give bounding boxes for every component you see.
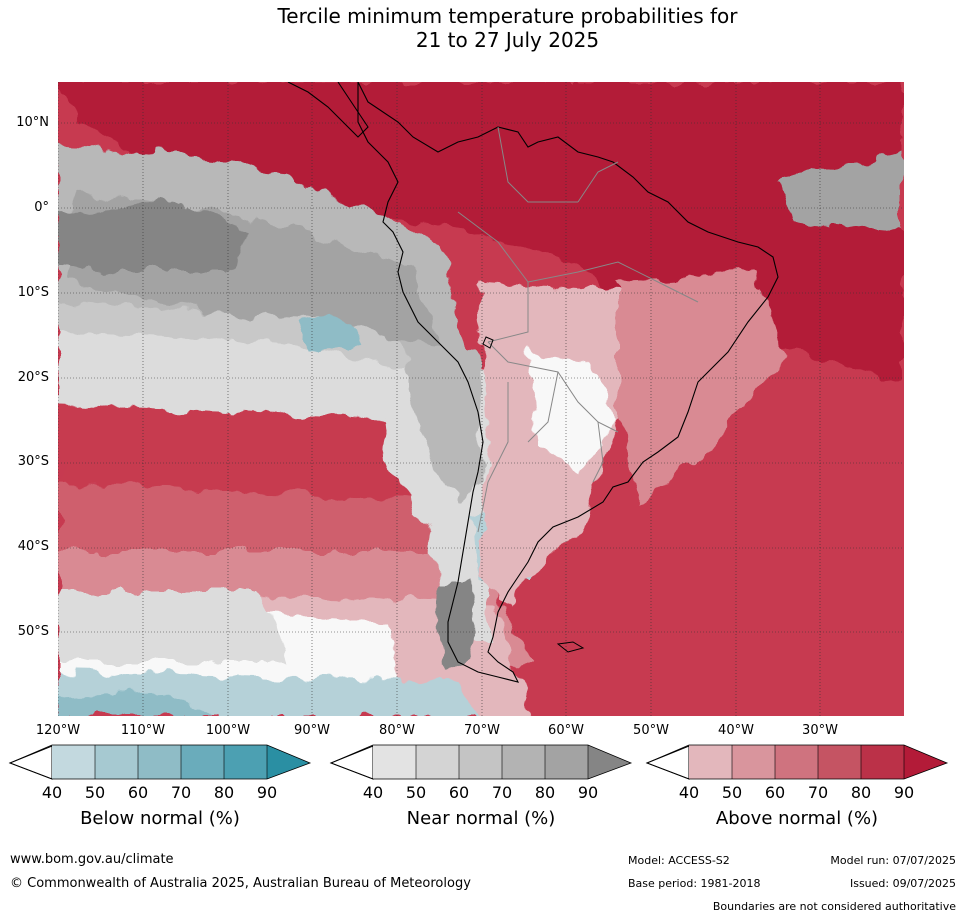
- lon-label-30w: 30°W: [802, 723, 838, 738]
- colorbar-near-tick: 60: [448, 783, 470, 802]
- colorbar-above-tick: 70: [807, 783, 829, 802]
- colorbar-below-tick: 40: [41, 783, 63, 802]
- title-line-1: Tercile minimum temperature probabilitie…: [277, 4, 738, 28]
- zone-above-60-continent: [618, 272, 788, 502]
- colorbar-above-max-triangle: [904, 745, 947, 779]
- lon-label-100w: 100°W: [205, 723, 251, 738]
- footer-website: www.bom.gov.au/climate: [10, 852, 174, 867]
- lat-label-0: 0°: [34, 200, 49, 215]
- colorbar-below: [8, 744, 312, 780]
- zone-near-70-chile: [398, 342, 483, 502]
- lat-label-10s: 10°S: [17, 285, 49, 300]
- lon-label-120w: 120°W: [35, 723, 81, 738]
- zone-near-80-atlantic: [778, 152, 904, 232]
- colorbar-above-tick: 40: [678, 783, 700, 802]
- footer-disclaimer: Boundaries are not considered authoritat…: [712, 900, 956, 913]
- colorbar-above-segment: [732, 745, 775, 779]
- lon-label-50w: 50°W: [633, 723, 669, 738]
- south-america-coastline: [357, 82, 779, 683]
- colorbar-near-tick: 50: [405, 783, 427, 802]
- footer-model: Model: ACCESS-S2: [628, 854, 730, 867]
- colorbar-near-tick: 70: [491, 783, 513, 802]
- colorbar-below-segment: [95, 745, 138, 779]
- colorbar-below-tick: 70: [170, 783, 192, 802]
- colorbar-below-min-triangle: [8, 745, 53, 780]
- colorbar-near-segment: [416, 745, 459, 779]
- zone-below-60-pacific: [298, 317, 358, 352]
- colorbar-below-segment: [224, 745, 267, 779]
- lat-label-40s: 40°S: [17, 539, 49, 554]
- colorbar-below-segment: [52, 745, 95, 779]
- footer-copyright: © Commonwealth of Australia 2025, Austra…: [10, 876, 471, 891]
- colorbar-above-min-triangle: [645, 745, 690, 780]
- lon-label-110w: 110°W: [120, 723, 166, 738]
- lon-label-60w: 60°W: [548, 723, 584, 738]
- colorbar-above-tick: 90: [893, 783, 915, 802]
- colorbar-above-title: Above normal (%): [715, 808, 879, 829]
- zone-near-90-pacific: [58, 202, 248, 272]
- colorbar-below-tick: 80: [213, 783, 235, 802]
- colorbar-above-segment: [689, 745, 732, 779]
- colorbar-below-max-triangle: [267, 745, 310, 779]
- colorbar-near: [329, 744, 633, 780]
- lat-label-50s: 50°S: [17, 624, 49, 639]
- colorbar-above-tick: 80: [850, 783, 872, 802]
- lat-label-10n: 10°N: [16, 115, 49, 130]
- colorbar-near-segment: [459, 745, 502, 779]
- colorbar-below-tick: 50: [84, 783, 106, 802]
- colorbar-below-tick: 90: [256, 783, 278, 802]
- zone-near-90-patagonia: [438, 582, 473, 672]
- lon-label-40w: 40°W: [718, 723, 754, 738]
- lat-label-30s: 30°S: [17, 454, 49, 469]
- central-america-coastline: [287, 82, 369, 138]
- lon-label-70w: 70°W: [464, 723, 500, 738]
- colorbar-near-tick: 90: [577, 783, 599, 802]
- lon-label-80w: 80°W: [379, 723, 415, 738]
- title-line-2: 21 to 27 July 2025: [415, 28, 600, 52]
- footer-base-period: Base period: 1981-2018: [628, 877, 761, 890]
- graticule: [58, 82, 904, 716]
- zone-below-60-south: [58, 692, 208, 716]
- lon-label-90w: 90°W: [294, 723, 330, 738]
- colorbar-below-title: Below normal (%): [80, 808, 240, 829]
- country-borders: [457, 126, 699, 533]
- colorbar-above-segment: [861, 745, 904, 779]
- colorbar-near-tick: 80: [534, 783, 556, 802]
- zone-white-continent: [528, 352, 618, 472]
- footer-issued: Issued: 09/07/2025: [849, 877, 956, 890]
- colorbar-below-segment: [181, 745, 224, 779]
- chart-title: Tercile minimum temperature probabilitie…: [0, 4, 965, 52]
- probability-map-svg: [58, 82, 904, 716]
- colorbar-near-min-triangle: [329, 745, 374, 780]
- colorbar-below-tick: 60: [127, 783, 149, 802]
- colorbar-above-segment: [818, 745, 861, 779]
- falkland-islands: [556, 641, 585, 653]
- lake-titicaca: [482, 336, 494, 349]
- colorbar-above-tick: 50: [721, 783, 743, 802]
- zone-near-50-south: [58, 592, 288, 662]
- colorbar-near-max-triangle: [588, 745, 631, 779]
- colorbar-below-segment: [138, 745, 181, 779]
- colorbar-above-segment: [775, 745, 818, 779]
- colorbar-near-segment: [373, 745, 416, 779]
- colorbar-near-tick: 40: [362, 783, 384, 802]
- lat-label-20s: 20°S: [17, 370, 49, 385]
- colorbar-near-segment: [502, 745, 545, 779]
- forecast-map: [58, 82, 904, 716]
- colorbar-near-segment: [545, 745, 588, 779]
- footer-model-run: Model run: 07/07/2025: [830, 854, 956, 867]
- zone-near-50-pacific: [58, 332, 468, 422]
- colorbar-above: [645, 744, 949, 780]
- colorbar-above-tick: 60: [764, 783, 786, 802]
- colorbar-near-title: Near normal (%): [406, 808, 556, 829]
